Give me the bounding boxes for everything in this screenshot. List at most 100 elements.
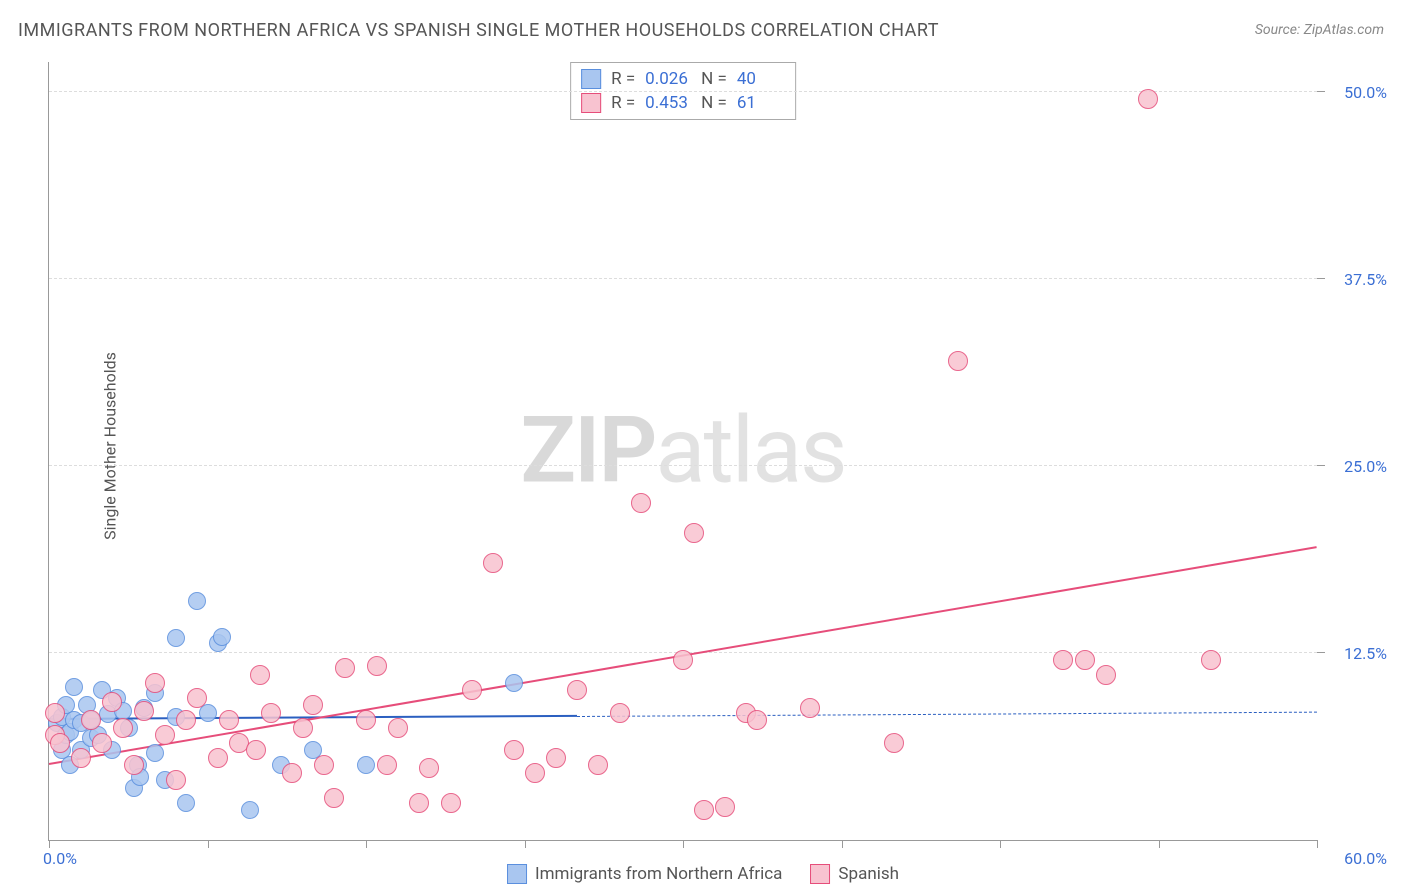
scatter-point — [673, 650, 693, 670]
x-tick — [366, 840, 367, 848]
bottom-legend-item1: Immigrants from Northern Africa — [507, 864, 782, 884]
scatter-point — [324, 788, 344, 808]
y-tick-label: 25.0% — [1344, 457, 1387, 476]
scatter-point — [246, 740, 266, 760]
scatter-point — [250, 665, 270, 685]
scatter-point — [948, 351, 968, 371]
scatter-point — [71, 748, 91, 768]
scatter-point — [1138, 89, 1158, 109]
scatter-point — [715, 797, 735, 817]
scatter-point — [314, 755, 334, 775]
bottom-legend: Immigrants from Northern Africa Spanish — [507, 864, 899, 884]
scatter-point — [50, 733, 70, 753]
scatter-point — [567, 680, 587, 700]
scatter-point — [241, 801, 259, 819]
scatter-point — [1096, 665, 1116, 685]
scatter-point — [504, 740, 524, 760]
scatter-point — [208, 748, 228, 768]
n-value-series1: 40 — [737, 67, 783, 91]
watermark-bold: ZIP — [520, 398, 655, 505]
scatter-point — [213, 628, 231, 646]
bottom-legend-label1: Immigrants from Northern Africa — [535, 864, 782, 884]
y-tick — [1317, 652, 1325, 653]
gridline — [49, 465, 1317, 466]
scatter-point — [684, 523, 704, 543]
y-tick — [1317, 465, 1325, 466]
x-tick — [842, 840, 843, 848]
scatter-point — [884, 733, 904, 753]
x-tick — [525, 840, 526, 848]
scatter-point — [357, 756, 375, 774]
scatter-point — [546, 748, 566, 768]
x-tick — [683, 840, 684, 848]
scatter-point — [65, 678, 83, 696]
x-tick — [49, 840, 50, 848]
x-tick — [208, 840, 209, 848]
legend-row-series2: R = 0.453 N = 61 — [581, 91, 783, 115]
scatter-point — [113, 718, 133, 738]
x-tick — [1317, 840, 1318, 848]
scatter-point — [367, 656, 387, 676]
plot-area: ZIPatlas R = 0.026 N = 40 R = 0.453 N = … — [48, 62, 1317, 841]
scatter-point — [124, 755, 144, 775]
x-tick — [1159, 840, 1160, 848]
scatter-point — [525, 763, 545, 783]
legend-swatch-series1 — [581, 69, 601, 89]
scatter-point — [155, 725, 175, 745]
trend-line — [577, 712, 1317, 717]
y-tick-label: 37.5% — [1344, 270, 1387, 289]
scatter-point — [177, 794, 195, 812]
r-label: R = — [611, 67, 635, 91]
legend-swatch-series2 — [581, 93, 601, 113]
scatter-point — [505, 674, 523, 692]
bottom-legend-label2: Spanish — [838, 864, 899, 884]
scatter-point — [81, 710, 101, 730]
r-label: R = — [611, 91, 635, 115]
n-label: N = — [701, 67, 727, 91]
scatter-point — [187, 688, 207, 708]
n-value-series2: 61 — [737, 91, 783, 115]
scatter-point — [377, 755, 397, 775]
scatter-point — [166, 770, 186, 790]
scatter-point — [188, 592, 206, 610]
scatter-point — [293, 718, 313, 738]
scatter-point — [1053, 650, 1073, 670]
scatter-point — [145, 673, 165, 693]
scatter-point — [441, 793, 461, 813]
y-tick-label: 12.5% — [1344, 644, 1387, 663]
n-label: N = — [701, 91, 727, 115]
scatter-point — [694, 800, 714, 820]
x-end-label: 60.0% — [1344, 849, 1387, 868]
r-value-series2: 0.453 — [645, 91, 691, 115]
bottom-legend-item2: Spanish — [810, 864, 899, 884]
y-tick-label: 50.0% — [1344, 83, 1387, 102]
scatter-point — [219, 710, 239, 730]
source-attribution: Source: ZipAtlas.com — [1255, 22, 1384, 38]
bottom-swatch-series1 — [507, 864, 527, 884]
scatter-point — [45, 703, 65, 723]
chart-title: IMMIGRANTS FROM NORTHERN AFRICA VS SPANI… — [18, 20, 939, 41]
scatter-point — [419, 758, 439, 778]
watermark: ZIPatlas — [520, 398, 845, 505]
scatter-point — [388, 718, 408, 738]
scatter-point — [303, 695, 323, 715]
scatter-point — [261, 703, 281, 723]
bottom-swatch-series2 — [810, 864, 830, 884]
scatter-point — [800, 698, 820, 718]
scatter-point — [146, 744, 164, 762]
scatter-point — [747, 710, 767, 730]
scatter-point — [335, 658, 355, 678]
scatter-point — [409, 793, 429, 813]
scatter-point — [176, 710, 196, 730]
scatter-point — [356, 710, 376, 730]
scatter-point — [462, 680, 482, 700]
gridline — [49, 91, 1317, 92]
scatter-point — [610, 703, 630, 723]
scatter-point — [282, 763, 302, 783]
r-value-series1: 0.026 — [645, 67, 691, 91]
watermark-rest: atlas — [656, 398, 846, 505]
y-tick — [1317, 91, 1325, 92]
y-tick — [1317, 278, 1325, 279]
scatter-point — [102, 692, 122, 712]
x-origin-label: 0.0% — [43, 849, 77, 868]
